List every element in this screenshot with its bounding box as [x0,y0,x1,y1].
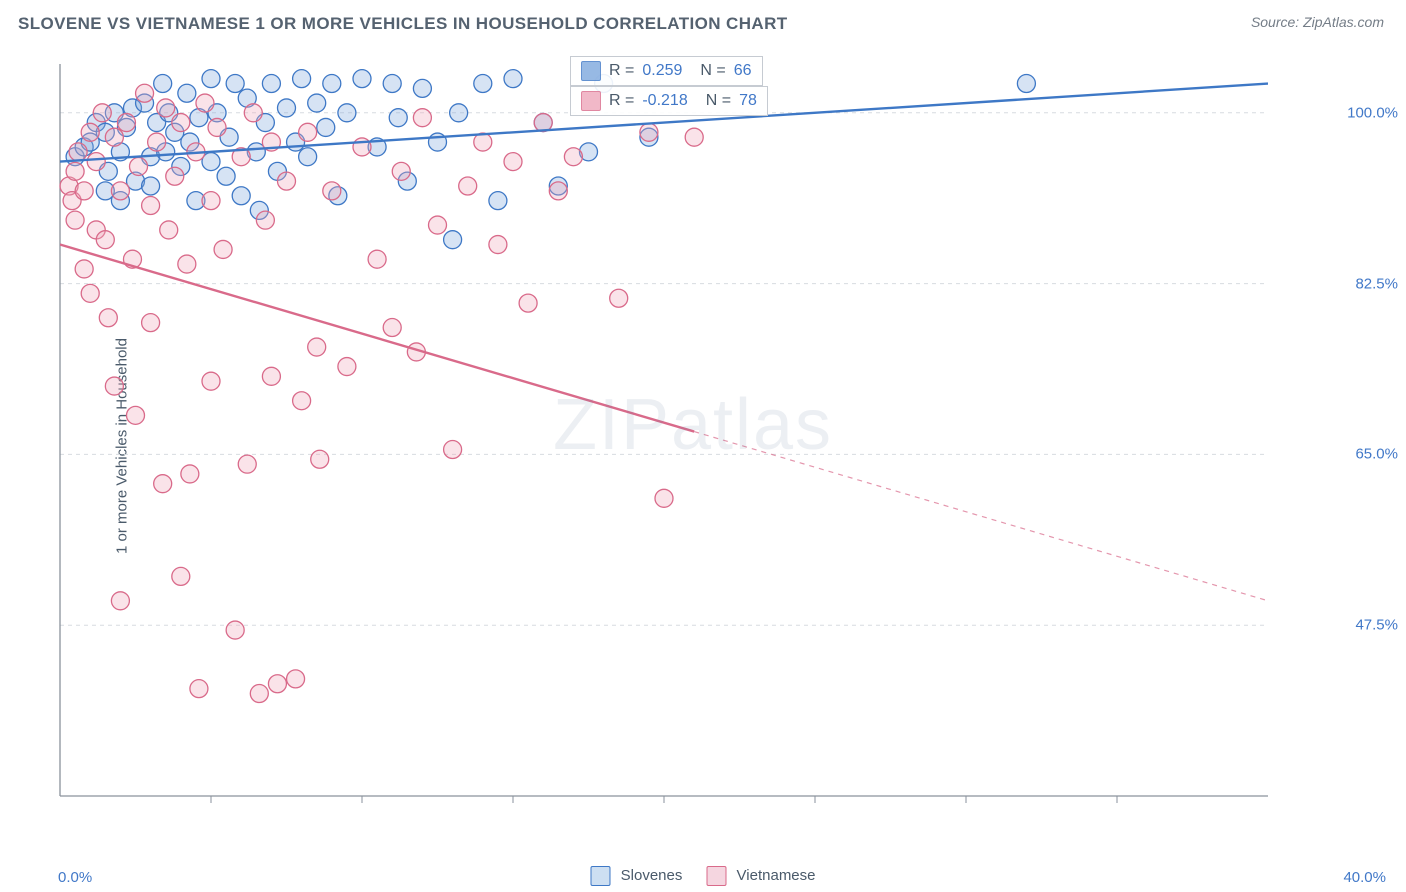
legend-item: Slovenes [590,866,682,886]
legend-swatch-icon [590,866,610,886]
legend-item: Vietnamese [706,866,815,886]
y-tick-label: 82.5% [1355,275,1398,292]
x-axis-min-label: 0.0% [58,869,92,886]
plot-area: ZIPatlas [58,46,1328,836]
n-label: N = [700,62,725,80]
n-label: N = [706,92,731,110]
scatter-svg [58,46,1328,836]
legend-label: Vietnamese [737,867,816,884]
chart-container: SLOVENE VS VIETNAMESE 1 OR MORE VEHICLES… [0,0,1406,892]
r-value: 0.259 [642,62,682,80]
legend-label: Slovenes [621,867,683,884]
y-tick-label: 47.5% [1355,617,1398,634]
y-tick-label: 100.0% [1347,104,1398,121]
legend-swatch-icon [581,91,601,111]
r-label: R = [609,92,634,110]
n-value: 78 [739,92,757,110]
correlation-legend-row: R = -0.218 N = 78 [570,86,768,116]
y-tick-label: 65.0% [1355,446,1398,463]
legend-swatch-icon [706,866,726,886]
r-label: R = [609,62,634,80]
chart-title: SLOVENE VS VIETNAMESE 1 OR MORE VEHICLES… [18,14,788,34]
source-label: Source: ZipAtlas.com [1251,14,1384,30]
legend-swatch-icon [581,61,601,81]
series-legend: Slovenes Vietnamese [590,866,815,886]
n-value: 66 [734,62,752,80]
x-axis-max-label: 40.0% [1343,869,1386,886]
r-value: -0.218 [642,92,687,110]
correlation-legend-row: R = 0.259 N = 66 [570,56,763,86]
